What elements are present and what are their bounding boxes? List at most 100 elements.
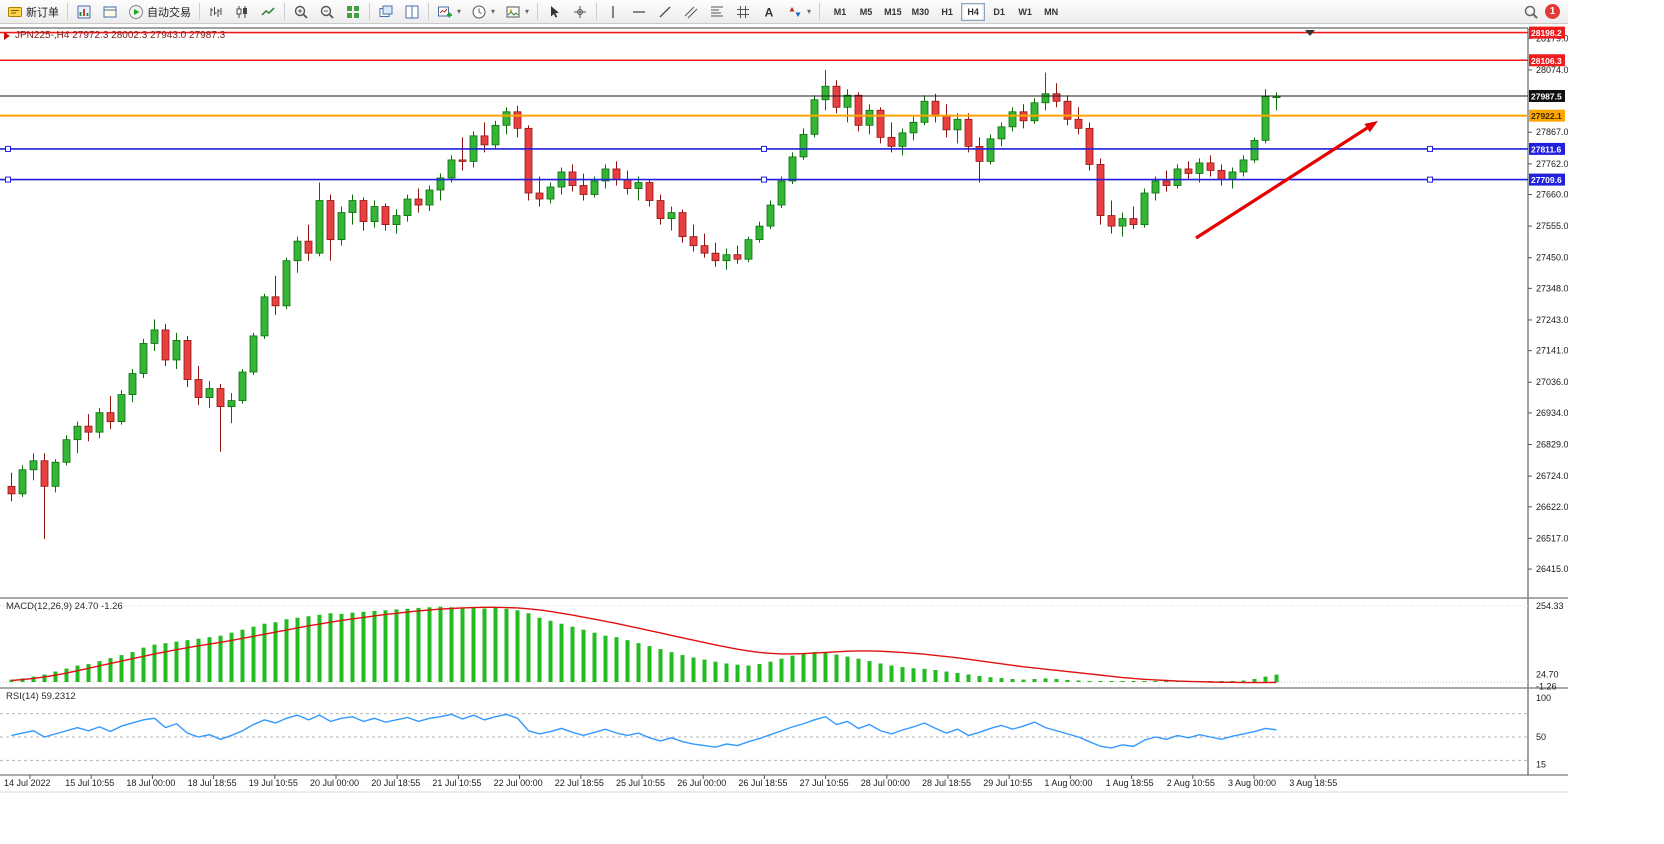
candle [876, 109, 885, 138]
cursor-button[interactable] [542, 2, 566, 22]
timeframe-m1-button[interactable]: M1 [828, 3, 852, 21]
bar-chart-button[interactable] [204, 2, 228, 22]
time-axis[interactable]: 14 Jul 2022 15 Jul 10:55 18 Jul 00:00 18 Ju… [4, 775, 1337, 788]
new-chart-button[interactable]: ▾ [433, 2, 465, 22]
candle [744, 239, 753, 260]
text-tool-button[interactable]: A [757, 2, 781, 22]
rsi-scale-label: 50 [1536, 732, 1546, 742]
timeframe-mn-button[interactable]: MN [1039, 3, 1063, 21]
macd-signal-line [11, 606, 1277, 684]
timeframe-d1-button[interactable]: D1 [987, 3, 1011, 21]
auto-trading-button[interactable]: 自动交易 [124, 2, 195, 22]
market-watch-icon [76, 4, 92, 20]
arrows-tool-button[interactable]: ▾ [783, 2, 815, 22]
horizontal-line-tool-button[interactable] [627, 2, 651, 22]
candle [766, 204, 775, 227]
chevron-down-icon: ▾ [525, 7, 530, 16]
candle [315, 200, 324, 254]
support-line-2-handle[interactable] [5, 176, 11, 183]
periods-button[interactable]: ▾ [467, 2, 499, 22]
time-axis-label: 3 Aug 00:00 [1228, 778, 1276, 788]
timeframe-h1-button[interactable]: H1 [935, 3, 959, 21]
arrange-windows-button[interactable] [400, 2, 424, 22]
timeframe-h4-button[interactable]: H4 [961, 2, 986, 21]
zoom-in-icon [293, 4, 309, 20]
grid-lines-tool-button[interactable] [731, 2, 755, 22]
toolbar-separator [537, 3, 539, 20]
search-icon[interactable] [1523, 4, 1539, 20]
time-axis-label: 25 Jul 10:55 [616, 778, 665, 788]
chart-canvas[interactable]: 28179.028074.027867.027762.027660.027555… [0, 0, 1568, 844]
vertical-line-tool-button[interactable] [601, 2, 625, 22]
support-line-2-handle[interactable] [1427, 176, 1433, 183]
price-tick-label: 27450.0 [1536, 253, 1568, 263]
navigator-button[interactable] [98, 2, 122, 22]
toolbar-separator [284, 3, 285, 20]
fibonacci-tool-button[interactable] [705, 2, 729, 22]
macd-histogram [9, 606, 1279, 682]
trendline-tool-button[interactable] [653, 2, 677, 22]
navigator-icon [102, 4, 118, 20]
new-order-icon [7, 4, 23, 20]
cascade-windows-button[interactable] [374, 2, 398, 22]
candle [821, 85, 830, 101]
timeframe-m30-button[interactable]: M30 [908, 3, 934, 21]
cascade-windows-icon [378, 4, 394, 20]
support-line-2-handle[interactable] [761, 176, 767, 183]
toolbar-separator [199, 3, 200, 20]
support-line-1-handle[interactable] [1427, 145, 1433, 152]
price-axis[interactable]: 28179.028074.027867.027762.027660.027555… [1528, 33, 1568, 574]
candle [997, 126, 1006, 140]
candle [95, 412, 104, 433]
candle [414, 198, 423, 206]
time-axis-label: 18 Jul 00:00 [126, 778, 175, 788]
candle [1096, 164, 1105, 216]
new-order-button[interactable]: 新订单 [3, 2, 63, 22]
candle [1107, 215, 1116, 227]
market-watch-button[interactable] [72, 2, 96, 22]
candle [513, 111, 522, 129]
candle [227, 400, 236, 408]
bar-chart-icon [208, 4, 224, 20]
candle [183, 340, 192, 380]
candle [1151, 180, 1160, 194]
time-axis-label: 26 Jul 18:55 [738, 778, 787, 788]
support-line-1-handle[interactable] [5, 145, 11, 152]
timeframe-w1-button[interactable]: W1 [1013, 3, 1037, 21]
timeframe-m15-button[interactable]: M15 [880, 3, 906, 21]
chart-shift-marker-icon[interactable] [1305, 30, 1315, 36]
candle [425, 189, 434, 206]
tile-windows-button[interactable] [341, 2, 365, 22]
support-line-1-handle[interactable] [761, 145, 767, 152]
candlestick-chart-button[interactable] [230, 2, 254, 22]
auto-trading-label: 自动交易 [147, 6, 191, 19]
candle [733, 254, 742, 260]
trend-arrow-annotation[interactable] [1195, 126, 1368, 240]
candle [139, 343, 148, 374]
crosshair-button[interactable] [568, 2, 592, 22]
candle [172, 340, 181, 361]
vertical-line-icon [605, 4, 621, 20]
trend-arrow-head[interactable] [1364, 121, 1378, 133]
timeframe-m5-button[interactable]: M5 [854, 3, 878, 21]
candle [304, 240, 313, 254]
price-tick-label: 26724.0 [1536, 471, 1568, 481]
time-axis-label: 14 Jul 2022 [4, 778, 51, 788]
zoom-in-button[interactable] [289, 2, 313, 22]
zoom-out-button[interactable] [315, 2, 339, 22]
candle [810, 99, 819, 135]
candle [623, 179, 632, 189]
candle [403, 198, 412, 216]
channel-icon [683, 4, 699, 20]
templates-button[interactable]: ▾ [501, 2, 533, 22]
channel-tool-button[interactable] [679, 2, 703, 22]
line-chart-button[interactable] [256, 2, 280, 22]
notification-badge[interactable]: 1 [1545, 4, 1560, 19]
time-axis-label: 22 Jul 00:00 [494, 778, 543, 788]
candle [612, 168, 621, 180]
candle [117, 394, 126, 423]
candle [535, 192, 544, 200]
candle [1052, 93, 1061, 102]
toolbar-separator [596, 3, 598, 20]
